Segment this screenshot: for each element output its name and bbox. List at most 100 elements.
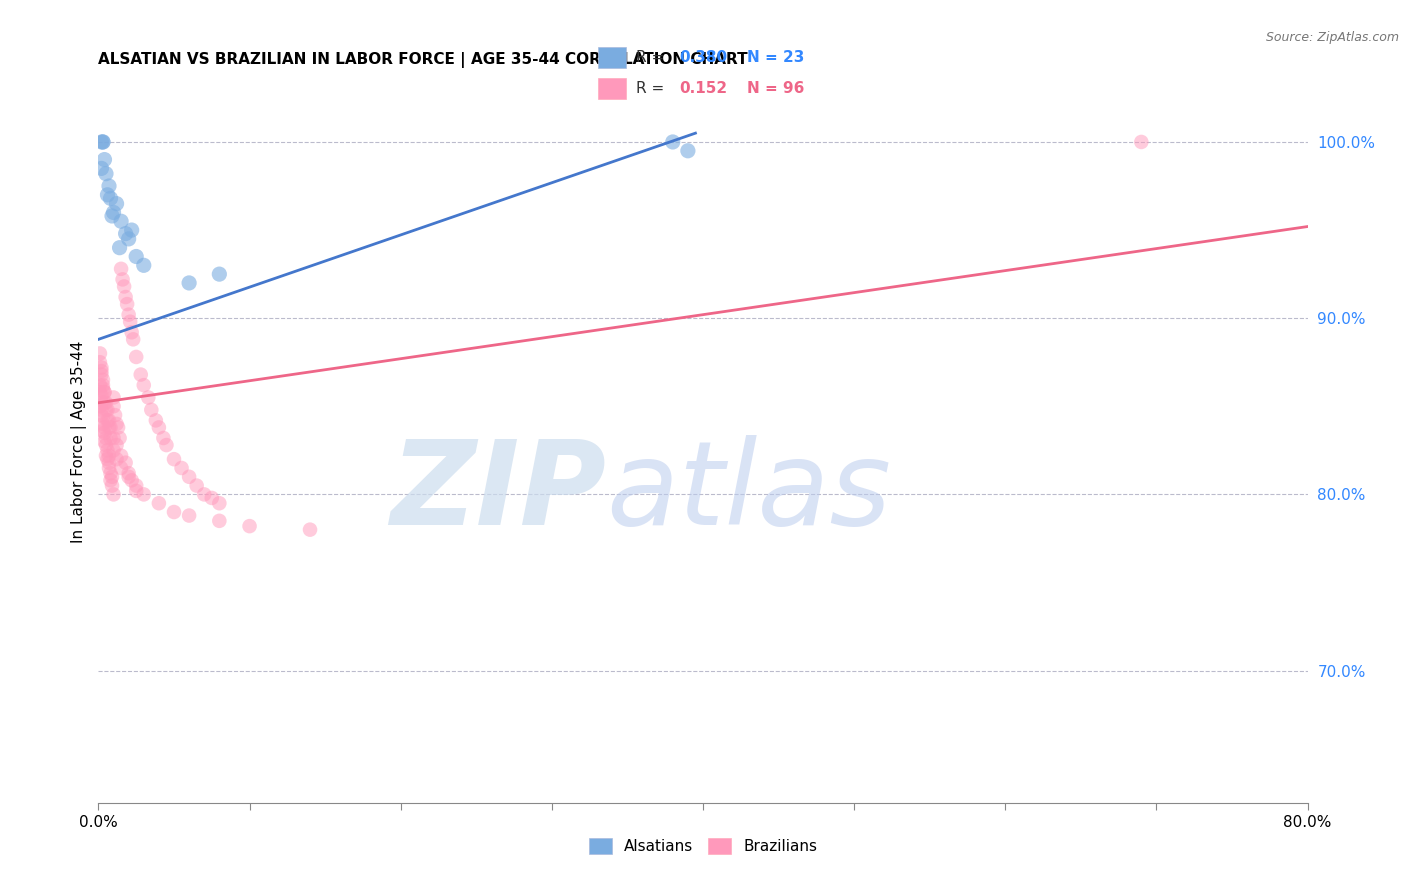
Point	[193, 487, 215, 501]
Point	[145, 413, 167, 427]
Point	[105, 196, 128, 211]
Point	[299, 523, 322, 537]
Point	[90, 396, 112, 410]
Point	[111, 272, 134, 286]
Point	[91, 382, 114, 396]
Point	[89, 385, 111, 400]
Point	[125, 483, 148, 498]
Bar	[598, 78, 626, 99]
Point	[114, 290, 136, 304]
Point	[93, 420, 115, 434]
Point	[676, 144, 699, 158]
Point	[105, 417, 128, 431]
Point	[114, 227, 136, 241]
Point	[118, 308, 141, 322]
Point	[90, 161, 112, 176]
Legend: Alsatians, Brazilians: Alsatians, Brazilians	[582, 832, 824, 860]
Point	[179, 276, 201, 290]
Point	[98, 420, 121, 434]
Point	[105, 438, 128, 452]
Point	[91, 409, 114, 424]
Point	[89, 355, 111, 369]
Text: atlas: atlas	[606, 435, 891, 549]
Point	[96, 402, 118, 417]
Point	[94, 167, 117, 181]
Point	[104, 408, 127, 422]
Point	[94, 431, 117, 445]
Text: ALSATIAN VS BRAZILIAN IN LABOR FORCE | AGE 35-44 CORRELATION CHART: ALSATIAN VS BRAZILIAN IN LABOR FORCE | A…	[98, 52, 748, 68]
Point	[94, 402, 117, 417]
Point	[91, 424, 114, 438]
Point	[96, 443, 118, 458]
Point	[91, 417, 114, 431]
Point	[208, 514, 231, 528]
Point	[93, 434, 115, 449]
Y-axis label: In Labor Force | Age 35-44: In Labor Force | Age 35-44	[72, 341, 87, 542]
Point	[110, 449, 132, 463]
Point	[100, 431, 122, 445]
Point	[98, 456, 121, 470]
Point	[103, 205, 125, 219]
Text: 0.380: 0.380	[679, 50, 727, 65]
Point	[122, 332, 145, 346]
Point	[89, 378, 111, 392]
Point	[93, 153, 115, 167]
Point	[115, 297, 138, 311]
Point	[100, 467, 122, 481]
Point	[179, 470, 201, 484]
Point	[101, 478, 124, 492]
Point	[98, 179, 121, 194]
Point	[136, 391, 159, 405]
Point	[90, 402, 112, 417]
Text: Source: ZipAtlas.com: Source: ZipAtlas.com	[1265, 31, 1399, 45]
Point	[94, 449, 117, 463]
Point	[93, 385, 115, 400]
Point	[108, 241, 131, 255]
Point	[98, 449, 121, 463]
Point	[208, 267, 231, 281]
Point	[100, 191, 122, 205]
Point	[179, 508, 201, 523]
Point	[121, 326, 143, 340]
Point	[96, 413, 118, 427]
Point	[114, 456, 136, 470]
Point	[118, 470, 141, 484]
Point	[100, 420, 122, 434]
Point	[132, 258, 155, 272]
Point	[90, 364, 112, 378]
Point	[90, 408, 112, 422]
Point	[96, 187, 118, 202]
Point	[101, 470, 124, 484]
Text: N = 96: N = 96	[748, 81, 804, 95]
Point	[110, 261, 132, 276]
Point	[148, 420, 170, 434]
Text: 0.152: 0.152	[679, 81, 727, 95]
Point	[91, 135, 114, 149]
Point	[103, 487, 125, 501]
Point	[132, 487, 155, 501]
Point	[107, 420, 129, 434]
Point	[129, 368, 152, 382]
Point	[121, 223, 143, 237]
Point	[93, 385, 115, 400]
Point	[118, 232, 141, 246]
Text: ZIP: ZIP	[391, 434, 606, 549]
Point	[103, 391, 125, 405]
Point	[90, 368, 112, 382]
Point	[201, 491, 224, 505]
Point	[121, 473, 143, 487]
Point	[108, 431, 131, 445]
Point	[105, 452, 128, 467]
Point	[170, 461, 193, 475]
Point	[103, 431, 125, 445]
Point	[93, 425, 115, 440]
Point	[118, 467, 141, 481]
Point	[89, 399, 111, 413]
Point	[94, 438, 117, 452]
Point	[90, 360, 112, 375]
Text: R =: R =	[636, 50, 664, 65]
Point	[125, 350, 148, 364]
Point	[110, 214, 132, 228]
Point	[91, 373, 114, 387]
Point	[1130, 135, 1153, 149]
